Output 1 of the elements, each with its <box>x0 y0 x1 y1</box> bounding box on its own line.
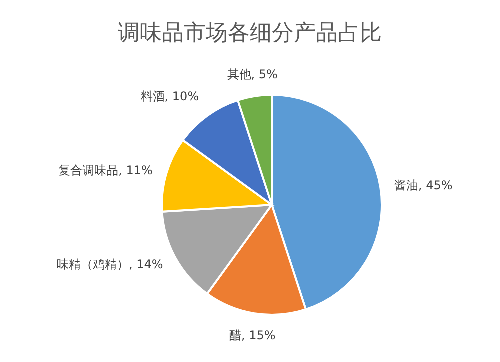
title: 调味品市场各细分产品占比 <box>118 21 382 46</box>
